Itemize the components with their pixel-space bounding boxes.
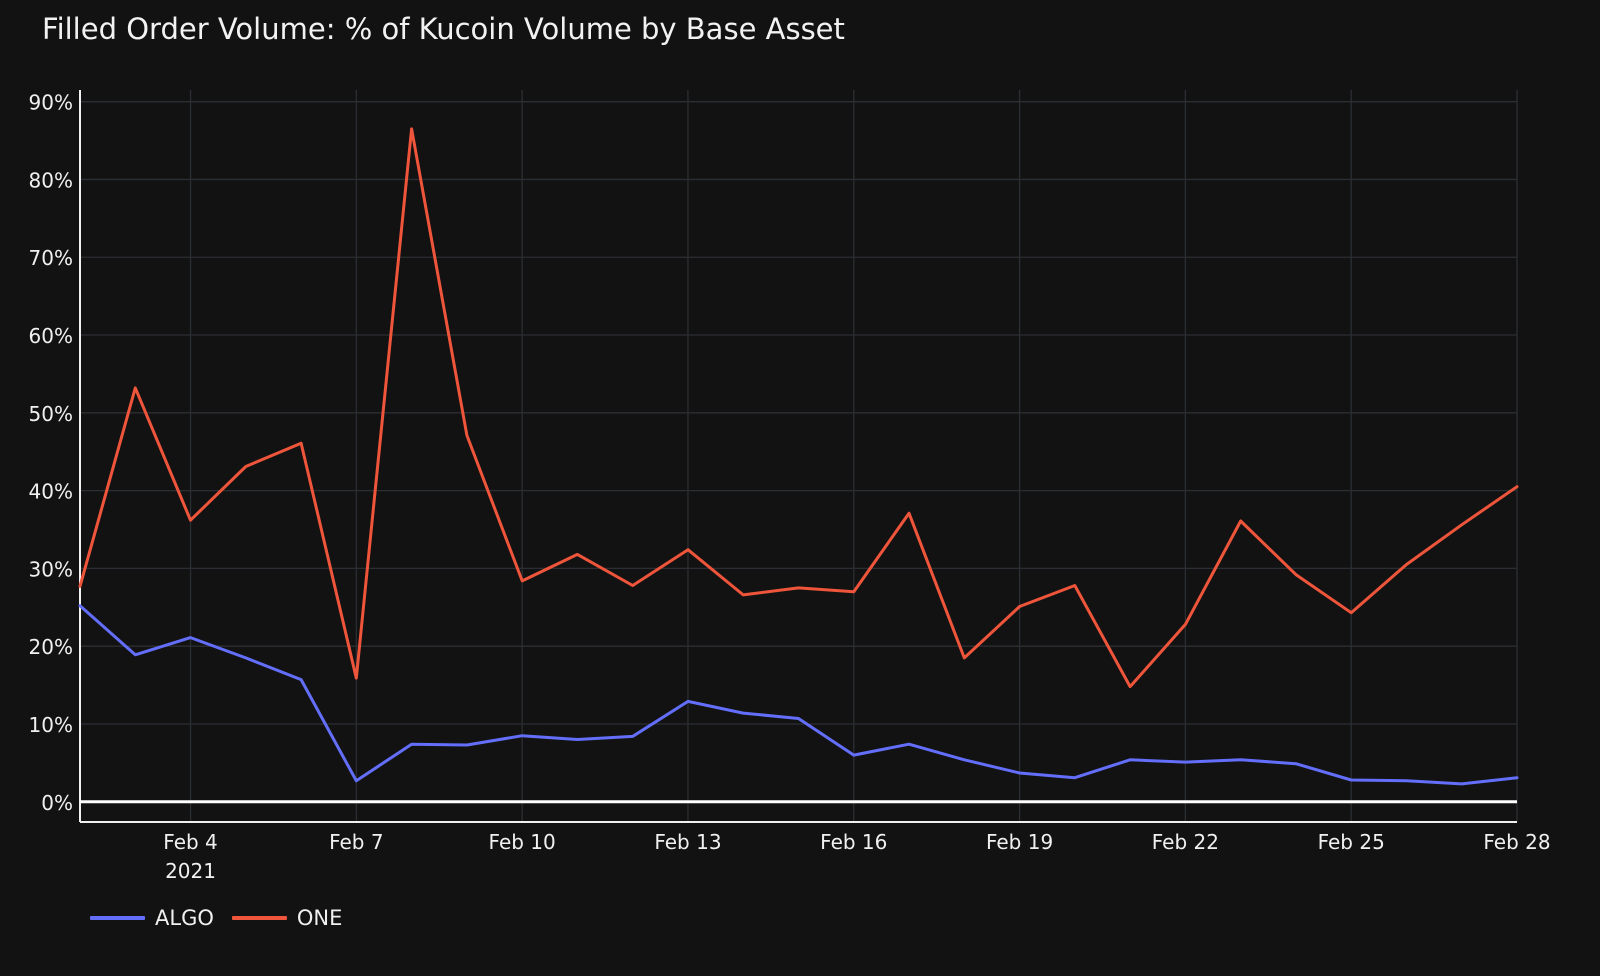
y-tick-label: 40% <box>29 480 73 504</box>
y-tick-label: 60% <box>29 324 73 348</box>
x-tick-label: Feb 10 <box>489 830 556 854</box>
legend-swatch <box>231 916 287 920</box>
x-tick-label: Feb 25 <box>1318 830 1385 854</box>
y-tick-label: 90% <box>29 91 73 115</box>
x-tick-labels: Feb 4 2021 Feb 7 Feb 10 Feb 13 Feb 16 Feb 19 Fe… <box>163 830 1550 883</box>
series-line-algo <box>78 604 1519 786</box>
x-tick-sublabel: 2021 <box>165 859 216 883</box>
grid-lines <box>80 90 1518 822</box>
chart-title: Filled Order Volume: % of Kucoin Volume … <box>42 12 845 46</box>
legend-label: ONE <box>296 906 343 930</box>
x-tick-label: Feb 16 <box>820 830 887 854</box>
x-tick-label: Feb 22 <box>1152 830 1219 854</box>
y-tick-label: 20% <box>29 635 73 659</box>
series-lines <box>78 127 1519 786</box>
y-tick-label: 10% <box>29 713 73 737</box>
y-tick-label: 50% <box>29 402 73 426</box>
y-tick-label: 30% <box>29 557 73 581</box>
x-tick-label: Feb 4 <box>163 830 218 854</box>
y-tick-label: 80% <box>29 168 73 192</box>
legend-swatch <box>90 916 145 920</box>
x-tick-label: Feb 28 <box>1483 830 1550 854</box>
x-tick-label: Feb 13 <box>654 830 721 854</box>
legend: ALGO ONE <box>90 906 360 930</box>
y-tick-label: 70% <box>29 246 73 270</box>
y-tick-label: 0% <box>41 791 73 815</box>
legend-item-algo[interactable]: ALGO <box>90 906 214 930</box>
axes <box>79 90 1517 823</box>
y-tick-labels: 0% 10% 20% 30% 40% 50% 60% 70% 80% 90% <box>29 91 73 815</box>
x-tick-label: Feb 19 <box>986 830 1053 854</box>
x-tick-label: Feb 7 <box>329 830 384 854</box>
legend-label: ALGO <box>155 906 214 930</box>
series-line-one <box>78 127 1519 689</box>
legend-item-one[interactable]: ONE <box>231 906 343 930</box>
